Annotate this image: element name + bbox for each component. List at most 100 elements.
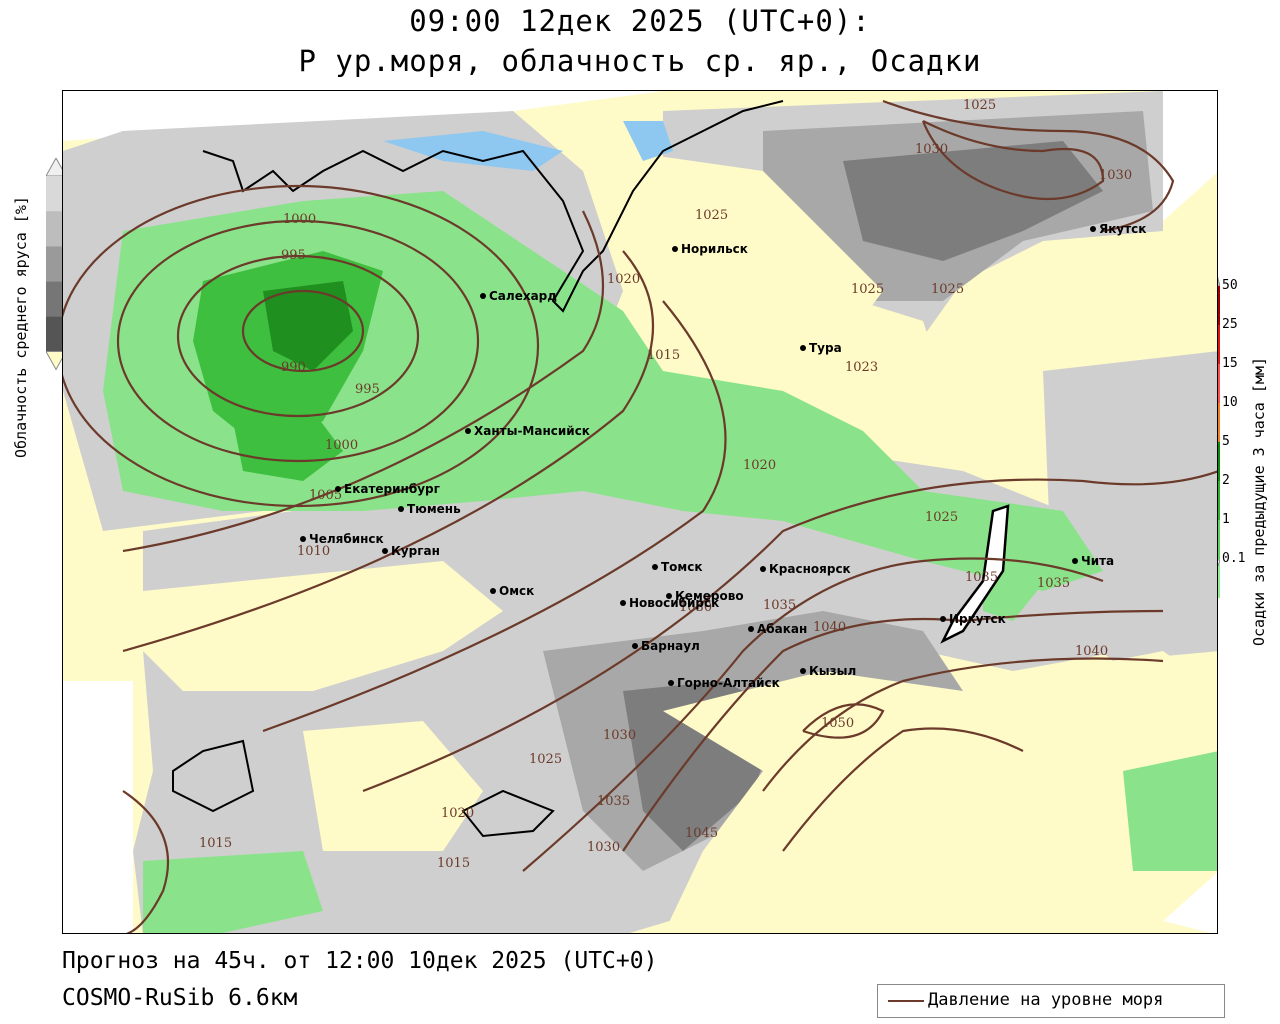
isobar-label: 1030 bbox=[1099, 168, 1132, 183]
precip-scale-label: Осадки за предыдущие 3 часа [мм] bbox=[1250, 357, 1268, 646]
isobar-label: 1005 bbox=[309, 488, 342, 503]
city-label: Екатеринбург bbox=[344, 482, 440, 496]
isobar-label: 1010 bbox=[297, 544, 330, 559]
city-label: Норильск bbox=[681, 242, 748, 256]
city-label: Красноярск bbox=[769, 562, 851, 576]
isobar-label: 1035 bbox=[965, 570, 998, 585]
water-karskoe bbox=[383, 131, 563, 171]
isobar-990 bbox=[241, 289, 365, 373]
precip-scale-tick: 2 bbox=[1222, 473, 1230, 488]
isobar-1050 bbox=[802, 703, 885, 739]
isobar-1045 bbox=[782, 727, 1024, 852]
isobar-label: 1025 bbox=[529, 752, 562, 767]
isobar-label: 1030 bbox=[915, 142, 948, 157]
precip-scale-tick: 15 bbox=[1222, 356, 1238, 371]
cloud-scale-bar bbox=[46, 158, 66, 371]
isobar-1015-sw bbox=[122, 790, 170, 933]
outside-domain-left bbox=[63, 681, 133, 933]
city-label: Абакан bbox=[757, 622, 807, 636]
isobar-label: 1025 bbox=[963, 98, 996, 113]
isobar-1030-north bbox=[921, 120, 1105, 201]
precip-area-southeast bbox=[1123, 751, 1217, 871]
city-label: Тюмень bbox=[407, 502, 461, 516]
isobar-label: 995 bbox=[355, 382, 380, 397]
city-label: Челябинск bbox=[309, 532, 384, 546]
isobar-label: 1020 bbox=[743, 458, 776, 473]
isobar-label: 1030 bbox=[679, 600, 712, 615]
city-label: Томск bbox=[661, 560, 703, 574]
isobar-label: 1025 bbox=[925, 510, 958, 525]
cities: Норильск Салехард Тура Якутск Ханты-Мансийск… bbox=[300, 222, 1146, 690]
precip-scale-tick: 50 bbox=[1222, 278, 1238, 293]
city-label: Чита bbox=[1081, 554, 1114, 568]
city-marker bbox=[632, 643, 638, 649]
isobar-label: 1020 bbox=[607, 272, 640, 287]
isobar-1000 bbox=[116, 219, 480, 463]
city-label: Новосибирск bbox=[629, 596, 719, 610]
isobar-1025-north bbox=[882, 99, 1175, 233]
water-ob-bay bbox=[623, 121, 673, 161]
city-marker bbox=[465, 428, 471, 434]
outside-domain bbox=[63, 91, 1217, 221]
city-label: Кызыл bbox=[809, 664, 856, 678]
isobar-label: 1025 bbox=[851, 282, 884, 297]
pressure-legend: Давление на уровне моря bbox=[877, 984, 1225, 1018]
title-line-1: 09:00 12дек 2025 (UTC+0): bbox=[409, 4, 871, 38]
city-marker bbox=[398, 506, 404, 512]
isobar-1025 bbox=[362, 470, 1217, 793]
clear-area-mongolia bbox=[663, 651, 1217, 933]
isobar-label: 1015 bbox=[437, 856, 470, 871]
city-marker bbox=[490, 588, 496, 594]
city-marker bbox=[300, 536, 306, 542]
coastline-north bbox=[202, 100, 784, 313]
isobar-label: 1040 bbox=[813, 620, 846, 635]
city-marker bbox=[668, 680, 674, 686]
isobar-label: 1020 bbox=[441, 806, 474, 821]
isobar-1030 bbox=[522, 557, 1104, 872]
city-marker bbox=[480, 293, 486, 299]
isobar-995 bbox=[176, 254, 420, 418]
isobar-label: 1015 bbox=[647, 348, 680, 363]
cloud-scale-step bbox=[46, 246, 66, 282]
cloud-scale-label: Облачность среднего яруса [%] bbox=[12, 196, 30, 458]
city-marker bbox=[1090, 226, 1096, 232]
model-name: COSMO-RuSib 6.6км bbox=[62, 985, 298, 1011]
isobar-label: 1035 bbox=[1037, 576, 1070, 591]
isobar-label: 1015 bbox=[199, 836, 232, 851]
city-marker bbox=[748, 626, 754, 632]
cloud-scale-step bbox=[46, 211, 66, 247]
city-marker bbox=[1072, 558, 1078, 564]
pressure-legend-label: Давление на уровне моря bbox=[928, 990, 1164, 1010]
isobar-label: 1030 bbox=[587, 840, 620, 855]
isobar-label: 995 bbox=[281, 248, 306, 263]
isobar-label: 1000 bbox=[283, 212, 316, 227]
city-label: Курган bbox=[391, 544, 440, 558]
city-label: Иркутск bbox=[949, 612, 1006, 626]
city-marker bbox=[382, 548, 388, 554]
isobar-1040 bbox=[762, 657, 1164, 792]
city-label: Салехард bbox=[489, 289, 557, 303]
precip-area-southwest bbox=[143, 851, 323, 933]
lake-baikal bbox=[940, 504, 1010, 644]
precip-scale-tick: 1 bbox=[1222, 512, 1230, 527]
isobar-label: 1050 bbox=[821, 716, 854, 731]
isobar-label: 1035 bbox=[763, 598, 796, 613]
city-marker bbox=[800, 668, 806, 674]
cloud-scale-step bbox=[46, 316, 66, 352]
isobar-labels: 1025 1030 1030 1025 1020 1025 1025 1023 1000 995 9… bbox=[199, 98, 1132, 871]
coastline-caspian bbox=[172, 739, 255, 813]
isobar-label: 1030 bbox=[603, 728, 636, 743]
clear-area-kazakhstan bbox=[303, 721, 483, 851]
isobar-1010 bbox=[122, 210, 604, 553]
isobar-label: 990 bbox=[281, 360, 306, 375]
isobar-label: 1035 bbox=[597, 794, 630, 809]
isobar-label: 1045 bbox=[685, 826, 718, 841]
city-marker bbox=[760, 566, 766, 572]
city-label: Тура bbox=[809, 341, 842, 355]
title-line-2: Р ур.моря, облачность ср. яр., Осадки bbox=[298, 44, 982, 78]
cloud-scale-step bbox=[46, 176, 66, 212]
isobar-label: 1025 bbox=[931, 282, 964, 297]
city-label: Омск bbox=[499, 584, 534, 598]
precip-scale-tick: 25 bbox=[1222, 317, 1238, 332]
city-marker bbox=[672, 246, 678, 252]
